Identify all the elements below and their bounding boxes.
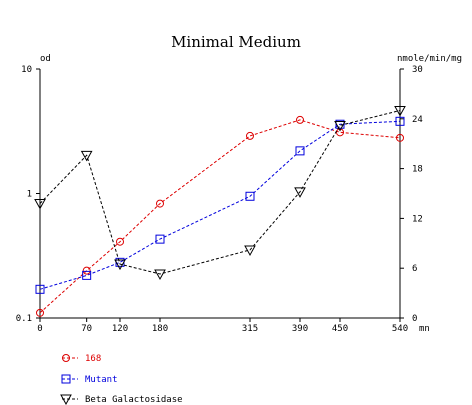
x-tick-label: 70 — [81, 324, 92, 334]
data-point — [35, 284, 45, 294]
data-point — [245, 191, 255, 201]
data-point — [336, 128, 344, 137]
right-tick-label: 24 — [412, 115, 423, 125]
x-tick-label: 390 — [292, 324, 308, 334]
data-point — [395, 116, 405, 126]
left-tick-label: 1 — [27, 190, 32, 200]
x-tick-label: 315 — [242, 324, 258, 334]
left-tick-label: 0.1 — [16, 314, 32, 324]
data-point — [396, 133, 404, 142]
data-point — [155, 234, 165, 244]
x-tick-label: 180 — [152, 324, 168, 334]
x-tick-label: 540 — [392, 324, 408, 334]
x-tick-label: 120 — [112, 324, 128, 334]
legend-label: 168 — [85, 354, 101, 364]
right-tick-label: 30 — [412, 65, 423, 75]
right-tick-label: 12 — [412, 214, 423, 224]
legend-label: Beta Galactosidase — [85, 395, 183, 405]
left-tick-label: 10 — [21, 65, 32, 75]
series-line — [39, 120, 401, 290]
data-point — [36, 308, 44, 317]
data-point — [114, 259, 126, 271]
data-point — [154, 269, 166, 281]
legend: 168 Mutant Beta Galactosidase — [60, 354, 183, 405]
legend-marker — [60, 394, 72, 405]
series-3 — [34, 106, 406, 281]
right-tick-label: 18 — [412, 165, 423, 175]
data-point — [244, 245, 256, 256]
data-point — [82, 270, 92, 280]
chart-title: Minimal Medium — [171, 33, 301, 51]
x-tick-label: 0 — [37, 324, 42, 334]
axes: od nmole/min/mg mn 0.1 1 10 0 6 12 18 24 30 0 70 120 18… — [16, 54, 462, 334]
data-point — [394, 106, 406, 117]
data-point — [334, 120, 346, 132]
data-point — [294, 187, 306, 198]
right-tick-label: 0 — [412, 314, 417, 324]
right-tick-label: 6 — [412, 264, 417, 274]
series-2 — [35, 116, 405, 294]
right-axis-label: nmole/min/mg — [397, 54, 462, 64]
data-point — [115, 257, 125, 267]
legend-item: Mutant — [61, 374, 118, 385]
data-point — [82, 266, 91, 275]
legend-item: Beta Galactosidase — [60, 394, 183, 405]
left-axis-label: od — [40, 54, 51, 64]
data-point — [246, 131, 254, 140]
data-point — [34, 198, 46, 210]
series-layer — [34, 106, 406, 317]
legend-label: Mutant — [85, 375, 118, 385]
legend-marker — [61, 374, 71, 384]
data-point — [156, 199, 164, 208]
x-axis-unit: mn — [419, 324, 430, 334]
data-point — [116, 237, 124, 246]
series-line — [39, 110, 401, 275]
data-point — [80, 150, 93, 162]
series-1 — [36, 115, 404, 317]
x-tick-label: 450 — [332, 324, 348, 334]
data-point — [295, 146, 305, 156]
series-line — [39, 119, 401, 314]
data-point — [296, 115, 304, 124]
legend-item: 168 — [62, 354, 101, 364]
legend-marker — [62, 354, 70, 362]
